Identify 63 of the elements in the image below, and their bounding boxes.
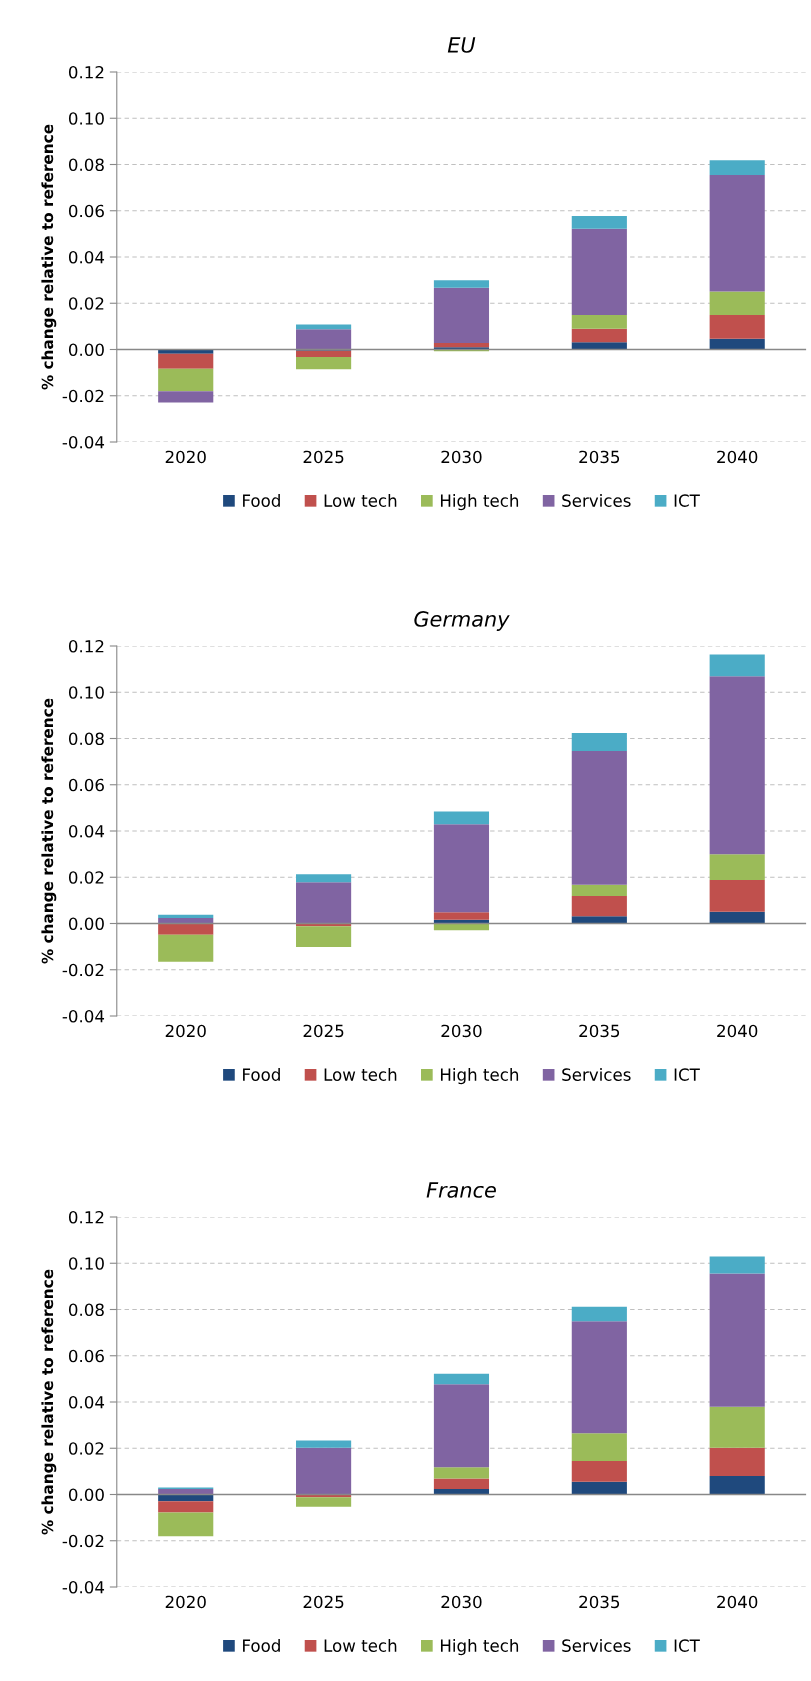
x-tick-label: 2020 bbox=[165, 1595, 206, 1609]
x-tick-label: 2035 bbox=[579, 1595, 620, 1609]
legend-label: Food bbox=[243, 494, 280, 507]
y-tick-label: -0.02 bbox=[62, 963, 104, 977]
x-tick-label: 2025 bbox=[303, 1024, 344, 1038]
legend-label: Low tech bbox=[324, 1639, 397, 1652]
y-tick-label: 0.12 bbox=[68, 1210, 104, 1224]
legend-label: Low tech bbox=[324, 1068, 397, 1081]
y-axis-title: % change relative to reference bbox=[41, 698, 57, 964]
y-tick-label: 0.06 bbox=[68, 204, 104, 218]
x-tick-label: 2030 bbox=[441, 1024, 482, 1038]
legend-label: High tech bbox=[440, 1639, 519, 1656]
x-tick-label: 2020 bbox=[165, 1024, 206, 1038]
y-tick-label: 0.08 bbox=[68, 1303, 104, 1317]
y-tick-label: -0.02 bbox=[62, 389, 104, 403]
y-tick-label: 0.04 bbox=[68, 824, 105, 838]
chart-title: EU bbox=[447, 37, 476, 53]
y-tick-label: 0.08 bbox=[68, 158, 104, 172]
y-tick-label: 0.02 bbox=[68, 1442, 104, 1455]
x-tick-label: 2025 bbox=[303, 1595, 344, 1609]
y-tick-label: 0.10 bbox=[68, 112, 104, 125]
legend-label: Food bbox=[243, 1068, 280, 1081]
y-tick-label: 0.04 bbox=[68, 250, 105, 264]
legend-label: Services bbox=[562, 1639, 631, 1652]
legend-label: High tech bbox=[440, 494, 519, 511]
x-tick-label: 2020 bbox=[165, 450, 206, 464]
legend-label: Low tech bbox=[324, 494, 397, 507]
legend-label: ICT bbox=[674, 1068, 700, 1081]
y-tick-label: 0.10 bbox=[68, 1257, 104, 1270]
y-tick-label: -0.04 bbox=[62, 435, 105, 449]
chart-title: France bbox=[426, 1182, 496, 1198]
y-tick-label: 0.06 bbox=[68, 1349, 104, 1363]
y-tick-label: 0.06 bbox=[68, 778, 104, 792]
y-tick-label: 0.12 bbox=[68, 639, 104, 653]
y-tick-label: -0.04 bbox=[62, 1009, 105, 1023]
legend-label: ICT bbox=[674, 1639, 700, 1652]
chart-title: Germany bbox=[414, 611, 510, 631]
legend-label: Food bbox=[243, 1639, 280, 1652]
y-tick-label: 0.02 bbox=[68, 297, 104, 310]
x-tick-label: 2040 bbox=[717, 1024, 758, 1038]
x-tick-label: 2040 bbox=[717, 1595, 758, 1609]
legend-label: Services bbox=[562, 494, 631, 507]
y-tick-label: 0.02 bbox=[68, 871, 104, 884]
y-axis-title: % change relative to reference bbox=[41, 124, 57, 390]
y-tick-label: 0.08 bbox=[68, 732, 104, 746]
y-tick-label: -0.02 bbox=[62, 1534, 104, 1548]
y-tick-label: -0.04 bbox=[62, 1580, 105, 1594]
x-tick-label: 2035 bbox=[579, 1024, 620, 1038]
y-tick-label: 0.10 bbox=[68, 686, 104, 699]
y-tick-label: 0.12 bbox=[68, 65, 104, 79]
x-tick-label: 2035 bbox=[579, 450, 620, 464]
y-tick-label: 0.00 bbox=[68, 917, 104, 931]
x-tick-label: 2025 bbox=[303, 450, 344, 464]
x-tick-label: 2040 bbox=[717, 450, 758, 464]
legend-label: ICT bbox=[674, 494, 700, 507]
x-tick-label: 2030 bbox=[441, 1595, 482, 1609]
y-tick-label: 0.00 bbox=[68, 343, 104, 357]
y-tick-label: 0.04 bbox=[68, 1395, 105, 1409]
legend-label: Services bbox=[562, 1068, 631, 1081]
legend-label: High tech bbox=[440, 1068, 519, 1085]
y-axis-title: % change relative to reference bbox=[41, 1269, 57, 1535]
y-tick-label: 0.00 bbox=[68, 1488, 104, 1502]
x-tick-label: 2030 bbox=[441, 450, 482, 464]
